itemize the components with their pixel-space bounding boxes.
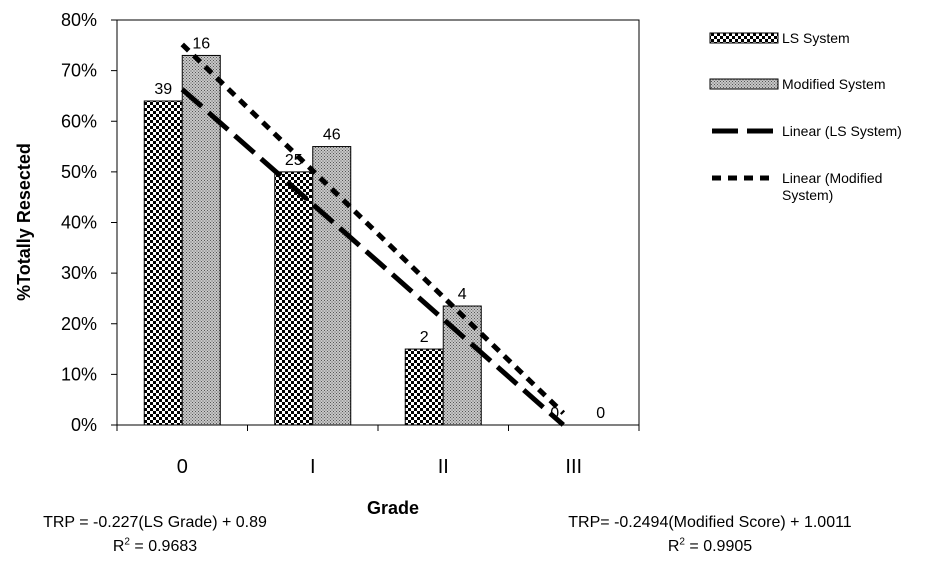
legend-label: Linear (LS System) (782, 123, 902, 139)
r2-symbol: R (112, 538, 125, 555)
bar-data-label: 2 (420, 329, 429, 346)
bar-ls-system (143, 100, 183, 426)
y-tick-label: 40% (61, 213, 97, 233)
bar-data-label: 0 (550, 405, 559, 422)
r2-exponent: 2 (679, 536, 685, 548)
legend: LS System Modified System Linear (LS Syste… (709, 30, 902, 203)
y-tick-label: 60% (61, 111, 97, 131)
bar-ls-system (274, 171, 314, 426)
x-tick-label: III (565, 456, 582, 478)
bar-modified-system (312, 146, 352, 426)
x-tick-label: 0 (177, 456, 188, 478)
modified-r-squared: R2 = 0.9905 (520, 536, 900, 556)
x-axis-ticks: 0 I II III (116, 425, 640, 478)
bar-modified-system (181, 54, 221, 426)
ls-equation-line: TRP = -0.227(LS Grade) + 0.89 (43, 514, 267, 531)
bar-data-label: 39 (154, 81, 172, 98)
y-tick-label: 10% (61, 364, 97, 384)
trendline-modified (180, 42, 566, 415)
ls-regression-equation: TRP = -0.227(LS Grade) + 0.89 R2 = 0.968… (0, 514, 310, 556)
bars (143, 54, 482, 426)
trendlines (180, 42, 566, 427)
x-axis-title: Grade (367, 498, 419, 518)
y-tick-label: 30% (61, 263, 97, 283)
r2-symbol: R (667, 538, 680, 555)
bar-data-label: 0 (596, 405, 605, 422)
bar-ls-system (404, 348, 444, 426)
y-tick-label: 20% (61, 314, 97, 334)
trendline-ls (180, 87, 565, 427)
bar-data-label: 25 (285, 152, 303, 169)
y-tick-label: 50% (61, 162, 97, 182)
x-tick-label: II (438, 456, 449, 478)
bar-data-label: 4 (458, 286, 467, 303)
y-tick-label: 80% (61, 10, 97, 30)
legend-label: LS System (782, 30, 850, 46)
legend-swatch (709, 32, 779, 44)
r2-exponent: 2 (124, 536, 130, 548)
r2-value: = 0.9905 (684, 538, 753, 555)
legend-swatch (709, 78, 779, 90)
x-tick-label: I (310, 456, 316, 478)
legend-label: Modified System (782, 76, 885, 92)
y-tick-label: 70% (61, 61, 97, 81)
modified-regression-equation: TRP= -0.2494(Modified Score) + 1.0011 R2… (520, 514, 900, 556)
bar-data-label: 46 (323, 127, 341, 144)
legend-label: Linear (Modified System) (782, 170, 882, 203)
r2-value: = 0.9683 (129, 538, 198, 555)
modified-equation-line: TRP= -0.2494(Modified Score) + 1.0011 (568, 514, 852, 531)
y-axis-title: %Totally Resected (14, 143, 34, 301)
y-tick-label: 0% (71, 415, 97, 435)
ls-r-squared: R2 = 0.9683 (0, 536, 310, 556)
bar-data-label: 16 (192, 35, 210, 52)
bar-data-labels: 39 25 2 0 16 46 4 0 (154, 35, 605, 422)
y-axis-ticks: 0% 10% 20% 30% 40% 50% 60% 70% 80% (61, 10, 117, 435)
